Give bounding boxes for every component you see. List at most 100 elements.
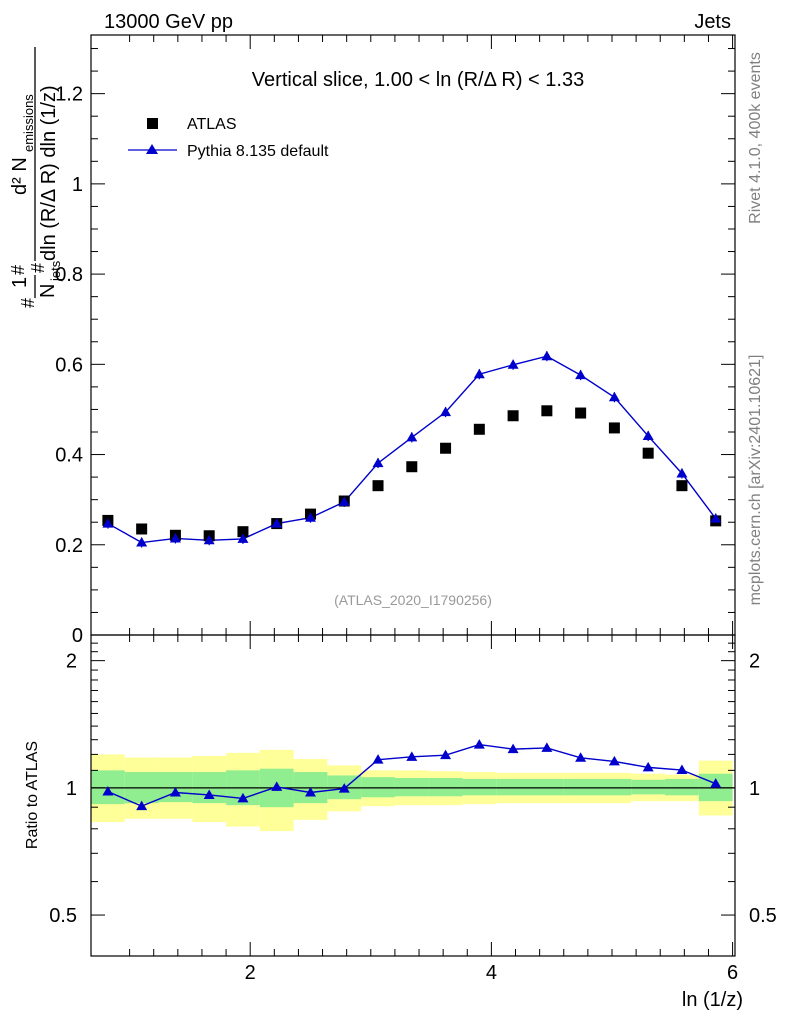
header-right: Jets <box>694 11 731 33</box>
ylabel-hash2: # <box>28 263 48 273</box>
atlas-data-point <box>575 407 587 419</box>
pythia-data-point <box>473 368 485 379</box>
atlas-data-point <box>541 405 553 417</box>
main-ytick-label: 1 <box>72 174 83 196</box>
mcplots-label: mcplots.cern.ch [arXiv:2401.10621] <box>747 355 764 606</box>
ratio-axis-ticks: 0.5 0.5 1 1 2 2 2 4 6 <box>49 635 777 984</box>
pythia-data-point <box>203 534 215 545</box>
pythia-data-point <box>541 350 553 361</box>
ratio-series-group <box>102 739 722 811</box>
main-y-axis-label: # 1 N jets # d² N emissions # dln (R/Δ R… <box>8 47 63 308</box>
rivet-label: Rivet 4.1.0, 400k events <box>747 52 764 224</box>
pythia-data-point <box>338 496 350 506</box>
ratio-inner-band <box>665 778 699 796</box>
ratio-xtick-label: 6 <box>727 962 738 984</box>
pythia-data-point <box>169 532 181 543</box>
ylabel-numerator: d² N <box>9 157 31 195</box>
ratio-ytick-label-right: 2 <box>749 651 760 673</box>
ratio-inner-band <box>631 779 666 795</box>
ratio-pythia-point <box>304 786 316 797</box>
ratio-inner-band <box>529 778 564 796</box>
pythia-data-point <box>372 457 384 468</box>
main-ytick-label: 0.4 <box>55 445 83 467</box>
ratio-inner-band <box>597 778 632 796</box>
legend-atlas-label: ATLAS <box>187 116 237 133</box>
main-ytick-label: 0.8 <box>55 264 83 286</box>
atlas-data-point <box>237 526 249 538</box>
ratio-pythia-point <box>541 742 553 752</box>
ylabel-hash1: # <box>18 298 38 308</box>
pythia-series-line <box>107 355 717 544</box>
main-ytick-label: 1.2 <box>55 84 83 106</box>
ratio-pythia-point <box>203 789 215 799</box>
ratio-pythia-point <box>575 752 587 762</box>
ratio-pythia-point <box>169 786 181 797</box>
ratio-y-axis-label: Ratio to ATLAS <box>24 741 41 849</box>
ratio-pythia-point <box>608 755 620 766</box>
pythia-data-point <box>102 518 114 528</box>
atlas-data-point <box>642 447 654 459</box>
ratio-ytick-label-right: 0.5 <box>749 905 777 927</box>
ratio-pythia-point <box>507 743 519 754</box>
ratio-pythia-point <box>406 751 418 761</box>
ratio-pythia-point <box>440 749 452 760</box>
ratio-pythia-point <box>338 783 350 793</box>
atlas-data-point <box>440 442 452 454</box>
pythia-data-point <box>271 518 283 528</box>
atlas-data-point <box>608 422 620 434</box>
ratio-xtick-label: 4 <box>486 962 497 984</box>
atlas-data-point <box>136 523 148 535</box>
ratio-ytick-label: 1 <box>66 778 77 800</box>
ratio-pythia-point <box>372 754 384 764</box>
ratio-inner-band <box>496 778 530 796</box>
main-series-group <box>102 350 722 548</box>
ylabel-denominator: dln (R/Δ R) dln (1/z) <box>38 85 60 261</box>
ratio-bands-group <box>91 749 735 832</box>
pythia-data-point <box>440 406 452 417</box>
ratio-pythia-point <box>237 792 249 803</box>
pythia-data-point <box>237 533 249 543</box>
ratio-xtick-label: 2 <box>245 962 256 984</box>
atlas-data-point <box>507 410 519 422</box>
ratio-inner-band <box>428 778 463 797</box>
ratio-ytick-label-right: 1 <box>749 778 760 800</box>
main-title: Vertical slice, 1.00 < ln (R/Δ R) < 1.33 <box>252 69 584 91</box>
watermark: (ATLAS_2020_I1790256) <box>334 592 492 608</box>
ratio-pythia-point <box>473 739 485 749</box>
pythia-data-point <box>406 431 418 442</box>
atlas-data-point <box>372 480 384 492</box>
legend-atlas-marker <box>147 118 158 129</box>
ratio-inner-band <box>462 778 497 796</box>
ylabel-frac-den: N <box>37 284 59 298</box>
pythia-data-point <box>676 467 688 478</box>
ratio-pythia-point <box>710 778 722 788</box>
main-ytick-label: 0.6 <box>55 354 83 376</box>
pythia-data-point <box>642 430 654 441</box>
ylabel-hash3: # <box>8 265 28 275</box>
ratio-pythia-point <box>676 764 688 775</box>
atlas-data-point <box>676 480 688 492</box>
pythia-data-point <box>575 369 587 380</box>
header-left: 13000 GeV pp <box>104 11 233 33</box>
ratio-pythia-point <box>271 781 283 791</box>
atlas-data-point <box>473 423 485 435</box>
pythia-data-point <box>136 537 148 547</box>
pythia-data-point <box>608 391 620 402</box>
legend: ATLAS Pythia 8.135 default <box>128 116 329 160</box>
ratio-inner-band <box>563 778 598 796</box>
pythia-data-point <box>304 512 316 522</box>
ratio-ytick-label: 0.5 <box>49 905 77 927</box>
ratio-inner-band <box>394 778 429 797</box>
ratio-pythia-point <box>102 786 114 796</box>
x-axis-label: ln (1/z) <box>682 989 743 1011</box>
ratio-ytick-label: 2 <box>66 651 77 673</box>
legend-pythia-marker <box>146 144 158 154</box>
legend-pythia-label: Pythia 8.135 default <box>187 143 329 160</box>
pythia-data-point <box>710 513 722 523</box>
ratio-pythia-point <box>136 800 148 811</box>
ylabel-numerator-sub: emissions <box>21 94 36 152</box>
ylabel-frac-num: 1 <box>9 277 31 288</box>
main-ytick-label: 0.2 <box>55 535 83 557</box>
ratio-pythia-point <box>642 761 654 772</box>
